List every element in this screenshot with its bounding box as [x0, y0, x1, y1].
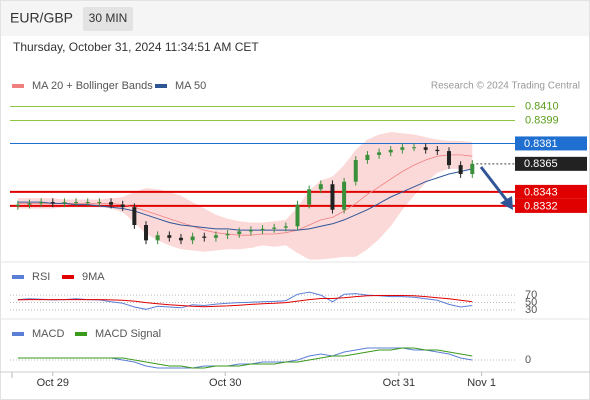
candle-body: [248, 230, 253, 232]
arrow-head: [500, 196, 513, 210]
candle-body: [470, 163, 475, 175]
level-label: 0.8343: [524, 186, 558, 198]
last-price-label: 0.8365: [524, 158, 558, 170]
candle-body: [237, 231, 242, 234]
candle-body: [365, 154, 370, 161]
candle-body: [446, 151, 451, 166]
level-label: 0.8399: [525, 114, 559, 126]
candle-body: [400, 147, 405, 150]
ma-line: [17, 154, 473, 236]
ma-line: [17, 168, 473, 231]
level-label: 0.8332: [524, 200, 558, 212]
candle-body: [132, 207, 137, 226]
level-label: 0.8410: [525, 100, 559, 112]
candle-body: [307, 189, 312, 205]
candle-body: [167, 235, 172, 238]
candle-body: [213, 235, 218, 238]
x-tick-label: Nov 1: [467, 377, 496, 389]
legend-label: MA 50: [175, 80, 206, 92]
forecast-arrow: [479, 166, 513, 210]
candle-body: [202, 236, 207, 238]
candle-body: [423, 147, 428, 150]
legend-label: MACD Signal: [95, 328, 161, 340]
legend-swatch: [62, 275, 74, 279]
candle-body: [330, 184, 335, 210]
candle-body: [283, 226, 288, 228]
level-label: 0.8381: [524, 138, 558, 150]
symbol: EUR/GBP: [10, 10, 73, 26]
timestamp: Thursday, October 31, 2024 11:34:51 AM C…: [13, 40, 259, 54]
y-tick-label: 70: [525, 289, 537, 301]
legend-swatch: [12, 84, 24, 88]
candle-body: [144, 225, 149, 241]
candle-body: [318, 184, 323, 190]
legend-swatch: [155, 84, 167, 88]
candle-body: [190, 236, 195, 241]
candle-body: [27, 203, 32, 205]
level-label-box: [515, 136, 587, 151]
candle-body: [342, 181, 347, 210]
candle-body: [155, 235, 160, 241]
y-tick-label: 0: [525, 354, 531, 366]
legend-swatch: [12, 332, 24, 336]
candle-body: [412, 147, 417, 149]
x-tick-label: Oct 30: [209, 377, 241, 389]
candle-body: [109, 202, 114, 205]
candle-body: [260, 228, 265, 231]
candle-body: [377, 152, 382, 155]
interval-button[interactable]: [83, 7, 133, 31]
copyright: Research © 2024 Trading Central: [431, 81, 580, 92]
candle-body: [458, 165, 463, 175]
candle-body: [353, 160, 358, 182]
arrow-shaft: [479, 166, 510, 203]
interval[interactable]: 30 MIN: [89, 11, 128, 25]
legend-swatch: [12, 275, 24, 279]
y-tick-label: 30: [525, 304, 537, 316]
level-label-box: [515, 184, 587, 199]
candle-body: [15, 204, 20, 206]
candle-body: [62, 202, 67, 204]
indicator-line: [17, 295, 473, 308]
candle-body: [85, 202, 90, 204]
bollinger-band: [17, 132, 473, 260]
candle-body: [388, 149, 393, 153]
candle-body: [74, 202, 79, 204]
candle-body: [120, 204, 125, 208]
candle-body: [272, 227, 277, 229]
candle-body: [178, 237, 183, 241]
x-tick-label: Oct 31: [383, 377, 415, 389]
candle-body: [225, 233, 230, 236]
legend-label: MA 20 + Bollinger Bands: [32, 80, 153, 92]
level-label-box: [515, 198, 587, 213]
last-price-box: [515, 156, 587, 171]
candle-body: [39, 202, 44, 204]
legend-label: RSI: [32, 271, 50, 283]
candle-body: [295, 204, 300, 227]
candle-body: [50, 202, 55, 204]
legend-label: 9MA: [82, 271, 105, 283]
legend-swatch: [75, 332, 87, 336]
candle-body: [97, 202, 102, 204]
indicator-line: [17, 347, 473, 369]
x-tick-label: Oct 29: [37, 377, 69, 389]
candle-body: [435, 149, 440, 152]
legend-label: MACD: [32, 328, 64, 340]
y-tick-label: 50: [525, 296, 537, 308]
